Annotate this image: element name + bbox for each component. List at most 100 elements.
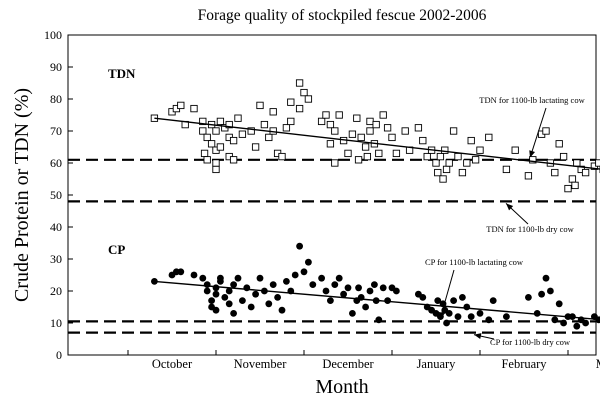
data-point	[208, 297, 215, 304]
data-point	[230, 157, 236, 163]
data-point	[283, 278, 290, 285]
data-point	[463, 304, 470, 311]
data-point	[318, 275, 325, 282]
data-point	[459, 294, 466, 301]
data-point	[177, 268, 184, 275]
data-point	[543, 275, 550, 282]
data-point	[450, 128, 456, 134]
x-month-label: February	[501, 357, 547, 371]
data-point	[367, 128, 373, 134]
y-tick-label: 20	[50, 284, 62, 298]
y-tick-label: 10	[50, 316, 62, 330]
data-point	[239, 131, 245, 137]
data-point	[490, 297, 497, 304]
data-point	[443, 320, 450, 327]
data-point	[235, 115, 241, 121]
y-tick-label: 50	[50, 188, 62, 202]
data-point	[230, 137, 236, 143]
data-point	[217, 275, 224, 282]
data-point	[230, 310, 237, 317]
data-point	[355, 157, 361, 163]
data-point	[485, 316, 492, 323]
data-point	[296, 105, 302, 111]
data-point	[332, 128, 338, 134]
data-point	[349, 310, 356, 317]
data-point	[345, 284, 352, 291]
data-point	[477, 310, 484, 317]
y-tick-label: 80	[50, 92, 62, 106]
data-point	[573, 323, 580, 330]
data-point	[364, 153, 370, 159]
data-point	[288, 118, 294, 124]
data-point	[217, 118, 223, 124]
data-point	[455, 313, 462, 320]
data-point	[468, 137, 474, 143]
data-point	[288, 99, 294, 105]
data-point	[292, 272, 299, 279]
data-point	[213, 160, 219, 166]
data-point	[204, 134, 210, 140]
data-point	[437, 313, 444, 320]
data-point	[327, 121, 333, 127]
data-point	[191, 272, 198, 279]
data-point	[191, 105, 197, 111]
data-point	[512, 147, 518, 153]
data-point	[389, 134, 395, 140]
data-point	[221, 294, 228, 301]
y-tick-label: 0	[56, 348, 62, 362]
data-point	[318, 118, 324, 124]
data-point	[230, 281, 237, 288]
data-point	[332, 160, 338, 166]
data-point	[572, 182, 578, 188]
data-point	[538, 291, 545, 298]
data-point	[560, 153, 566, 159]
data-point	[582, 169, 588, 175]
data-point	[349, 131, 355, 137]
data-point	[265, 300, 272, 307]
data-point	[543, 128, 549, 134]
data-point	[323, 288, 330, 295]
x-month-label: October	[152, 357, 193, 371]
data-point	[574, 160, 580, 166]
data-point	[336, 275, 343, 282]
data-point	[248, 304, 255, 311]
data-point	[213, 166, 219, 172]
data-point	[565, 185, 571, 191]
data-point	[419, 294, 426, 301]
data-point	[327, 141, 333, 147]
y-tick-label: 90	[50, 60, 62, 74]
data-point	[367, 288, 374, 295]
x-axis-title: Month	[315, 376, 368, 398]
data-point	[336, 112, 342, 118]
data-point	[204, 157, 210, 163]
data-point	[257, 102, 263, 108]
data-point	[279, 153, 285, 159]
data-point	[208, 141, 214, 147]
data-point	[455, 153, 461, 159]
data-point	[446, 310, 453, 317]
reference-line-label: CP for 1100-lb lactating cow	[425, 257, 524, 267]
data-point	[279, 307, 286, 314]
data-point	[371, 281, 378, 288]
data-point	[296, 243, 303, 250]
data-point	[362, 304, 369, 311]
data-point	[443, 166, 449, 172]
data-point	[323, 112, 329, 118]
data-point	[525, 294, 532, 301]
data-point	[437, 153, 443, 159]
data-point	[331, 281, 338, 288]
data-point	[204, 288, 211, 295]
data-point	[503, 166, 509, 172]
data-point	[556, 141, 562, 147]
data-point	[358, 134, 364, 140]
data-point	[472, 157, 478, 163]
data-point	[384, 125, 390, 131]
data-point	[446, 160, 452, 166]
data-point	[433, 160, 439, 166]
data-point	[261, 121, 267, 127]
data-point	[420, 137, 426, 143]
series-name-label: TDN	[108, 66, 136, 81]
x-month-label: December	[322, 357, 374, 371]
series-cp	[151, 243, 600, 330]
data-point	[393, 288, 400, 295]
